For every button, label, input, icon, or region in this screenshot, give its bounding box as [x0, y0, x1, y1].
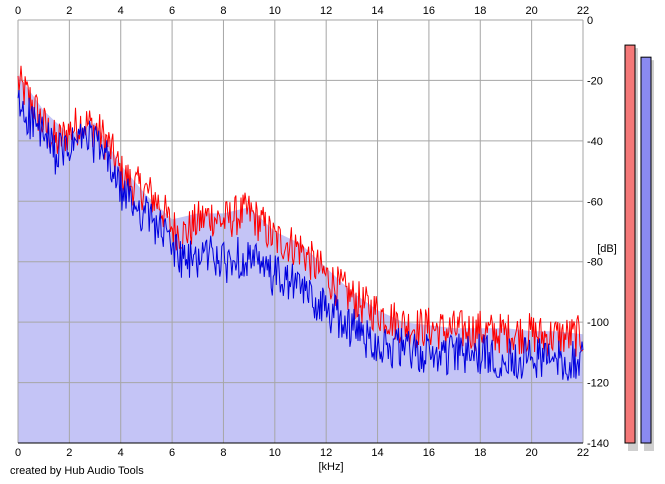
x-tick-label-bottom: 20	[526, 447, 538, 459]
y-axis-label: [dB]	[597, 243, 617, 255]
series-lines	[17, 65, 584, 381]
level-meter-right	[640, 56, 652, 444]
x-tick-label-top: 20	[526, 5, 538, 17]
x-tick-label-bottom: 8	[220, 447, 226, 459]
x-tick-label-top: 10	[269, 5, 281, 17]
x-tick-label-bottom: 2	[66, 447, 72, 459]
y-tick-label: -140	[587, 438, 609, 450]
plot-area	[17, 19, 584, 444]
x-tick-label-top: 0	[15, 5, 21, 17]
y-tick-label: -40	[587, 136, 603, 148]
tick-labels: 002244668810101212141416161818202022220-…	[15, 5, 609, 459]
x-tick-label-top: 12	[320, 5, 332, 17]
x-tick-label-top: 16	[423, 5, 435, 17]
credit-text: created by Hub Audio Tools	[10, 465, 144, 477]
x-tick-label-top: 6	[169, 5, 175, 17]
x-tick-label-bottom: 4	[118, 447, 124, 459]
x-tick-label-bottom: 6	[169, 447, 175, 459]
y-tick-label: 0	[587, 15, 593, 27]
series-line-blue	[17, 89, 584, 381]
x-tick-label-top: 8	[220, 5, 226, 17]
x-tick-label-bottom: 18	[474, 447, 486, 459]
y-tick-label: -100	[587, 317, 609, 329]
y-tick-label: -20	[587, 75, 603, 87]
y-tick-label: -60	[587, 196, 603, 208]
x-tick-label-bottom: 10	[269, 447, 281, 459]
axes	[18, 19, 583, 444]
x-tick-label-top: 2	[66, 5, 72, 17]
y-tick-label: -80	[587, 257, 603, 269]
x-tick-label-bottom: 14	[371, 447, 383, 459]
y-tick-label: -120	[587, 378, 609, 390]
x-tick-label-top: 14	[371, 5, 383, 17]
x-tick-label-bottom: 22	[577, 447, 589, 459]
x-tick-label-bottom: 12	[320, 447, 332, 459]
x-tick-label-top: 4	[118, 5, 124, 17]
level-meters	[624, 44, 654, 452]
x-tick-label-top: 18	[474, 5, 486, 17]
series-line-red	[17, 65, 584, 357]
x-tick-label-top: 22	[577, 5, 589, 17]
x-tick-label-bottom: 16	[423, 447, 435, 459]
level-meter-left	[624, 44, 636, 444]
x-axis-label: [kHz]	[318, 461, 343, 473]
x-tick-label-bottom: 0	[15, 447, 21, 459]
